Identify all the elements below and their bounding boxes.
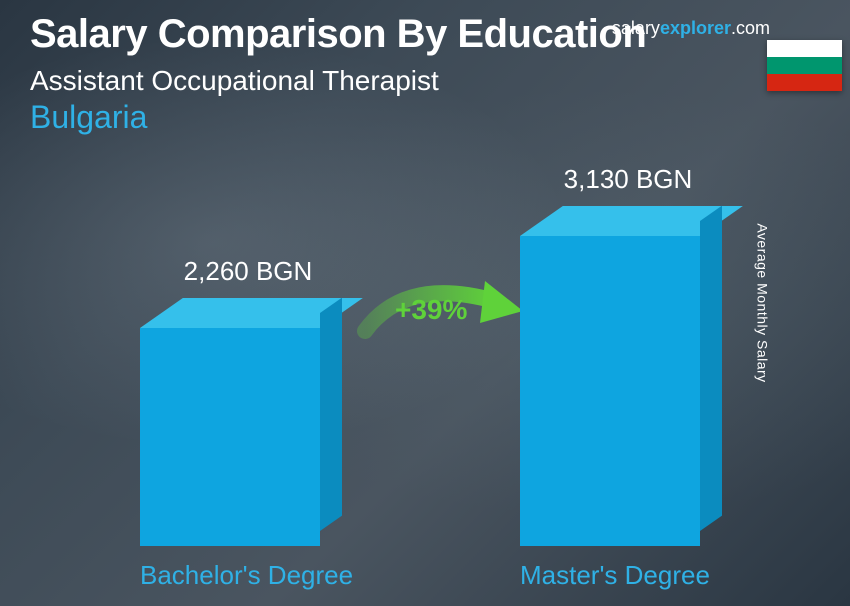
bar-front-face (140, 328, 320, 546)
bar-value: 3,130 BGN (502, 164, 754, 195)
brand-highlight: explorer (660, 18, 731, 38)
bar-bachelors: 2,260 BGN Bachelor's Degree (140, 328, 320, 546)
increase-percent: +39% (395, 294, 467, 326)
brand-suffix: .com (731, 18, 770, 38)
brand-prefix: salary (612, 18, 660, 38)
bar-label: Master's Degree (520, 560, 700, 591)
flag-icon (767, 40, 842, 91)
bar-value: 2,260 BGN (122, 256, 374, 287)
brand-logo: salaryexplorer.com (612, 18, 770, 39)
bar-side-face (700, 206, 722, 531)
flag-stripe-0 (767, 40, 842, 57)
y-axis-label: Average Monthly Salary (754, 223, 770, 382)
bar-side-face (320, 298, 342, 531)
bar-label: Bachelor's Degree (140, 560, 320, 591)
bar-masters: 3,130 BGN Master's Degree (520, 236, 700, 546)
bar-front-face (520, 236, 700, 546)
flag-stripe-1 (767, 57, 842, 74)
chart-area: +39% 2,260 BGN Bachelor's Degree 3,130 B… (0, 136, 850, 606)
flag-stripe-2 (767, 74, 842, 91)
chart-subtitle: Assistant Occupational Therapist (30, 65, 820, 97)
country-name: Bulgaria (30, 99, 820, 136)
